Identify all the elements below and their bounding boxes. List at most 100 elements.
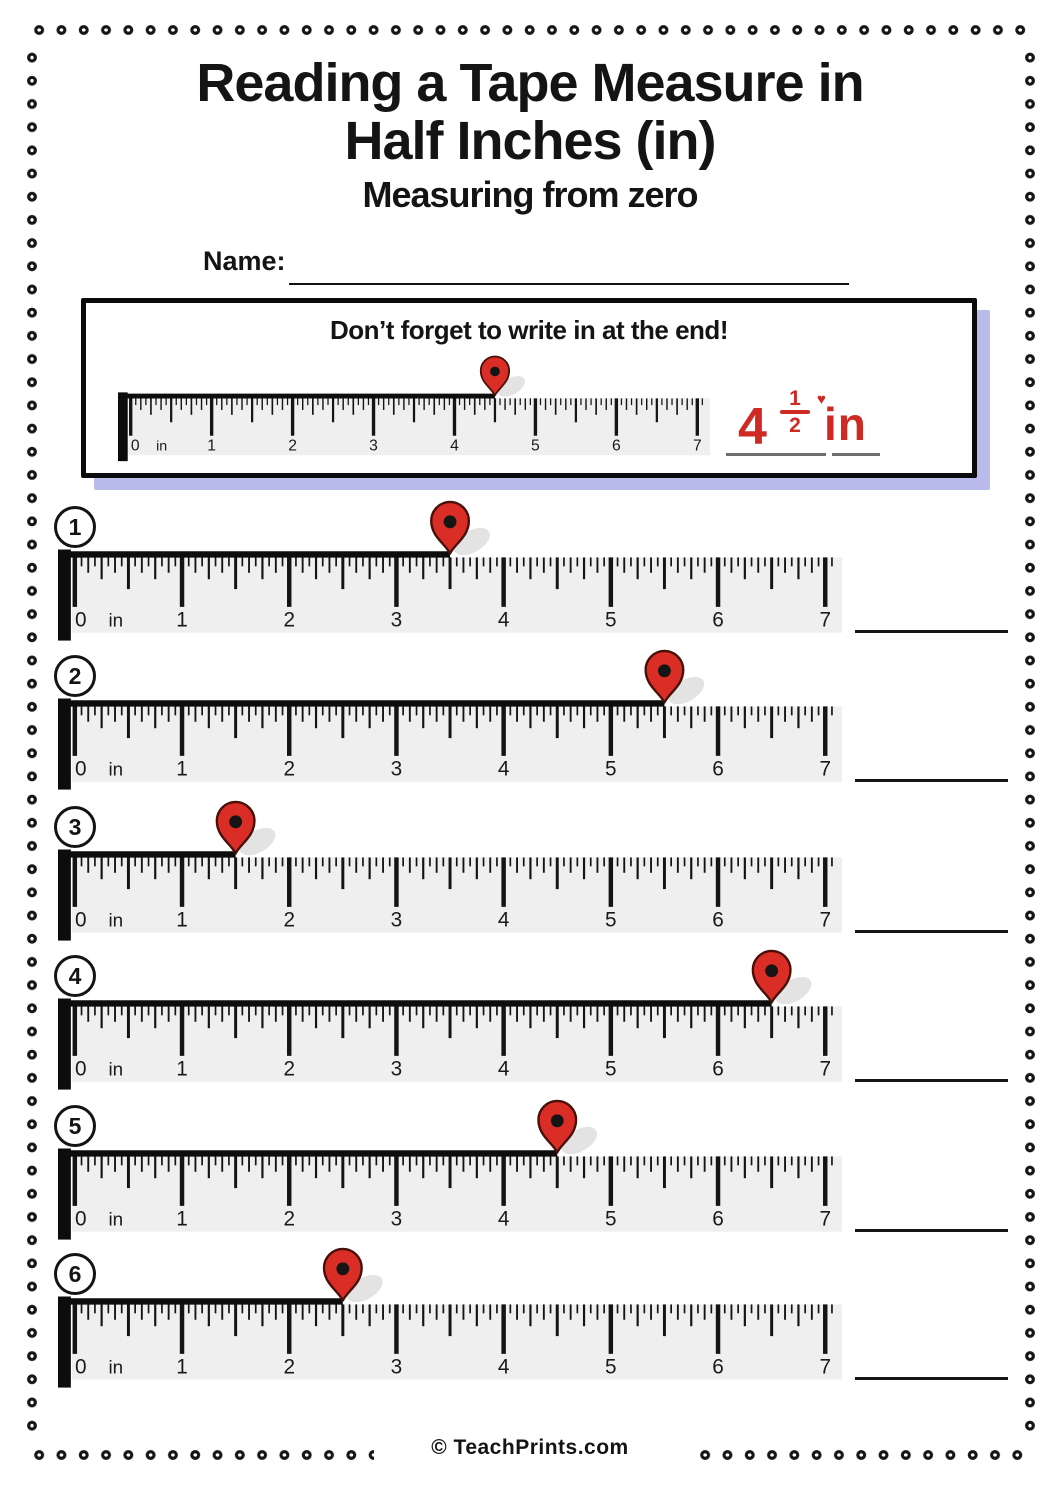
ruler-body xyxy=(128,398,711,456)
problem-number-badge: 5 xyxy=(54,1105,96,1147)
page-subtitle: Measuring from zero xyxy=(362,174,698,215)
answer-blank-line xyxy=(855,930,1008,933)
problem-row: 1 0 1 2 3 4 5 6 7 in xyxy=(50,500,1018,650)
inch-label: 3 xyxy=(391,1058,403,1081)
inch-label: 0 xyxy=(75,1208,87,1231)
inch-label: 4 xyxy=(498,609,510,632)
example-answer-underline-2 xyxy=(832,453,880,456)
inch-label: 4 xyxy=(498,1208,510,1231)
inch-label: 3 xyxy=(391,609,403,632)
unit-label: in xyxy=(108,1209,123,1230)
example-answer-whole: 4 xyxy=(738,398,767,456)
problem-row: 2 0 1 2 3 4 5 6 7 in xyxy=(50,649,1018,799)
ruler-body xyxy=(71,1006,843,1082)
inch-label: 2 xyxy=(288,438,297,455)
inch-label: 4 xyxy=(498,909,510,932)
example-answer-unit: in xyxy=(824,398,867,450)
unit-label: in xyxy=(156,439,167,455)
inch-label: 6 xyxy=(712,609,724,632)
inch-label: 1 xyxy=(176,1356,188,1379)
page-title-line1: Reading a Tape Measure in xyxy=(196,53,864,113)
answer-blank-line xyxy=(855,1377,1008,1380)
problem-number: 4 xyxy=(68,962,82,989)
inch-label: 5 xyxy=(531,438,540,455)
inch-label: 6 xyxy=(712,1356,724,1379)
inch-label: 0 xyxy=(75,758,87,781)
inch-label: 7 xyxy=(819,1208,831,1231)
inch-label: 3 xyxy=(391,1356,403,1379)
tape-hook xyxy=(58,698,71,790)
tape-hook xyxy=(58,1296,71,1388)
inch-label: 5 xyxy=(605,758,617,781)
inch-label: 3 xyxy=(391,1208,403,1231)
inch-label: 3 xyxy=(391,909,403,932)
problem-row: 5 0 1 2 3 4 5 6 7 in xyxy=(50,1099,1018,1249)
dotted-border-right xyxy=(1023,46,1037,1442)
answer-blank-line xyxy=(855,630,1008,633)
inch-label: 4 xyxy=(498,1058,510,1081)
tape-hook xyxy=(118,392,128,462)
inch-label: 5 xyxy=(605,909,617,932)
inch-label: 7 xyxy=(693,438,702,455)
inch-label: 0 xyxy=(131,438,140,455)
tape-hook xyxy=(58,549,71,641)
problem-number-badge: 4 xyxy=(54,955,96,997)
inch-label: 7 xyxy=(819,909,831,932)
inch-label: 2 xyxy=(283,609,295,632)
inch-label: 4 xyxy=(450,438,459,455)
inch-label: 1 xyxy=(176,609,188,632)
dotted-border-left xyxy=(25,46,39,1442)
dotted-border-top xyxy=(28,23,1032,37)
heart-icon: ♥ xyxy=(817,391,826,408)
tape-measure-ruler: 0 1 2 3 4 5 6 7 in xyxy=(58,500,843,641)
inch-label: 0 xyxy=(75,1058,87,1081)
dotted-border-bottom-right xyxy=(694,1448,1032,1462)
unit-label: in xyxy=(108,759,123,780)
inch-label: 1 xyxy=(176,1058,188,1081)
answer-blank-line xyxy=(855,779,1008,782)
answer-blank-line xyxy=(855,1229,1008,1232)
problem-number: 3 xyxy=(68,813,82,840)
inch-label: 2 xyxy=(283,1208,295,1231)
ruler-body xyxy=(71,1304,843,1380)
inch-label: 6 xyxy=(712,909,724,932)
inch-label: 6 xyxy=(712,758,724,781)
unit-label: in xyxy=(108,1059,123,1080)
inch-label: 1 xyxy=(176,909,188,932)
inch-label: 6 xyxy=(612,438,621,455)
problem-row: 4 0 1 2 3 4 5 6 7 in xyxy=(50,949,1018,1099)
problem-row: 3 0 1 2 3 4 5 6 7 in xyxy=(50,800,1018,950)
inch-label: 5 xyxy=(605,1058,617,1081)
tape-measure-ruler: 0 1 2 3 4 5 6 7 in xyxy=(58,949,843,1090)
inch-label: 0 xyxy=(75,909,87,932)
name-label: Name: xyxy=(203,246,286,276)
map-pin-icon xyxy=(479,355,511,397)
unit-label: in xyxy=(108,610,123,631)
inch-label: 7 xyxy=(819,758,831,781)
tape-hook xyxy=(58,849,71,941)
inch-label: 5 xyxy=(605,609,617,632)
problem-number-badge: 1 xyxy=(54,506,96,548)
tape-measure-ruler: 0 1 2 3 4 5 6 7 in xyxy=(58,649,843,790)
tape-hook xyxy=(58,998,71,1090)
inch-label: 4 xyxy=(498,1356,510,1379)
problem-number: 6 xyxy=(68,1260,82,1287)
tape-measure-ruler: 0 1 2 3 4 5 6 7 in xyxy=(58,1247,843,1388)
ruler-body xyxy=(71,706,843,782)
unit-label: in xyxy=(108,1357,123,1378)
inch-label: 4 xyxy=(498,758,510,781)
inch-label: 2 xyxy=(283,1356,295,1379)
inch-label: 1 xyxy=(176,758,188,781)
inch-label: 2 xyxy=(283,1058,295,1081)
problem-row: 6 0 1 2 3 4 5 6 7 in xyxy=(50,1247,1018,1397)
inch-label: 5 xyxy=(605,1356,617,1379)
map-pin-icon xyxy=(537,1099,578,1154)
page-title-line2: Half Inches (in) xyxy=(344,111,716,171)
inch-label: 2 xyxy=(283,758,295,781)
problem-number: 5 xyxy=(68,1112,82,1139)
map-pin-icon xyxy=(430,500,471,555)
example-hint: Don’t forget to write in at the end! xyxy=(330,315,728,345)
